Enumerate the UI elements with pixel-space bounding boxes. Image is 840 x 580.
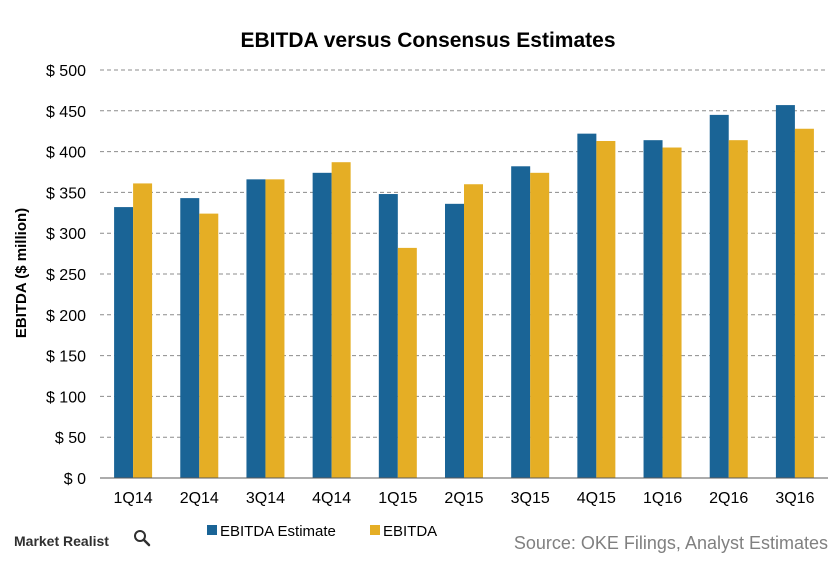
source-note: Source: OKE Filings, Analyst Estimates bbox=[514, 533, 828, 553]
bar-ebitda-estimate bbox=[577, 133, 597, 478]
bar-ebitda bbox=[265, 179, 285, 478]
legend-swatch-ebitda bbox=[370, 525, 380, 535]
y-tick-label: $ 250 bbox=[46, 267, 86, 284]
y-tick-label: $ 500 bbox=[46, 63, 86, 80]
bar-ebitda-estimate bbox=[312, 172, 332, 479]
bar-ebitda bbox=[530, 172, 550, 479]
x-tick-label: 2Q15 bbox=[444, 490, 483, 507]
bar-ebitda bbox=[728, 140, 748, 478]
y-axis-label: EBITDA ($ million) bbox=[13, 208, 30, 338]
x-tick-label: 3Q15 bbox=[511, 490, 550, 507]
x-tick-label: 4Q14 bbox=[312, 490, 351, 507]
bar-ebitda-estimate bbox=[511, 166, 531, 478]
x-axis-ticks: 1Q14 2Q14 3Q14 4Q14 1Q15 2Q15 3Q15 4Q15 1Q16 2Q16… bbox=[114, 490, 815, 507]
bar-ebitda bbox=[662, 147, 682, 478]
x-tick-label: 1Q16 bbox=[643, 490, 682, 507]
y-tick-label: $ 50 bbox=[55, 430, 86, 447]
y-tick-label: $ 100 bbox=[46, 389, 86, 406]
x-tick-label: 1Q15 bbox=[378, 490, 417, 507]
x-tick-label: 2Q16 bbox=[709, 490, 748, 507]
bar-ebitda-estimate bbox=[445, 203, 464, 478]
legend-swatch-estimate bbox=[207, 525, 217, 535]
y-tick-label: $ 350 bbox=[46, 185, 86, 202]
y-tick-label: $ 450 bbox=[46, 104, 86, 121]
bar-ebitda-estimate bbox=[246, 179, 266, 478]
bar-ebitda bbox=[596, 140, 616, 478]
y-tick-label: $ 0 bbox=[64, 471, 86, 488]
legend-label-ebitda: EBITDA bbox=[383, 523, 437, 540]
bar-ebitda bbox=[464, 184, 483, 479]
bar-ebitda bbox=[199, 213, 219, 478]
y-tick-label: $ 400 bbox=[46, 145, 86, 162]
bar-ebitda bbox=[133, 183, 153, 478]
bar-ebitda bbox=[331, 162, 351, 478]
y-axis-ticks: $ 0 $ 50 $ 100 $ 150 $ 200 $ 250 $ 300 $ 350 $ 4… bbox=[46, 63, 86, 488]
x-tick-label: 2Q14 bbox=[180, 490, 219, 507]
y-tick-label: $ 200 bbox=[46, 308, 86, 325]
bar-ebitda bbox=[397, 247, 417, 478]
magnifier-icon bbox=[134, 530, 151, 547]
legend: EBITDA Estimate EBITDA bbox=[207, 523, 437, 540]
chart-title: EBITDA versus Consensus Estimates bbox=[240, 29, 615, 52]
brand-name: Market Realist bbox=[14, 533, 109, 549]
y-tick-label: $ 300 bbox=[46, 226, 86, 243]
x-tick-label: 4Q15 bbox=[577, 490, 616, 507]
y-tick-label: $ 150 bbox=[46, 349, 86, 366]
bar-ebitda-estimate bbox=[643, 140, 663, 478]
x-tick-label: 1Q14 bbox=[114, 490, 153, 507]
bar-ebitda-estimate bbox=[775, 105, 795, 478]
legend-label-estimate: EBITDA Estimate bbox=[220, 523, 336, 540]
bar-ebitda-estimate bbox=[378, 194, 398, 479]
bar-ebitda-estimate bbox=[114, 207, 134, 478]
x-tick-label: 3Q16 bbox=[775, 490, 814, 507]
brand-logo: Market Realist bbox=[14, 530, 151, 549]
bar-ebitda-estimate bbox=[180, 198, 200, 478]
x-tick-label: 3Q14 bbox=[246, 490, 285, 507]
bar-ebitda-estimate bbox=[709, 114, 729, 478]
bar-ebitda bbox=[794, 128, 814, 478]
bars bbox=[114, 105, 814, 479]
